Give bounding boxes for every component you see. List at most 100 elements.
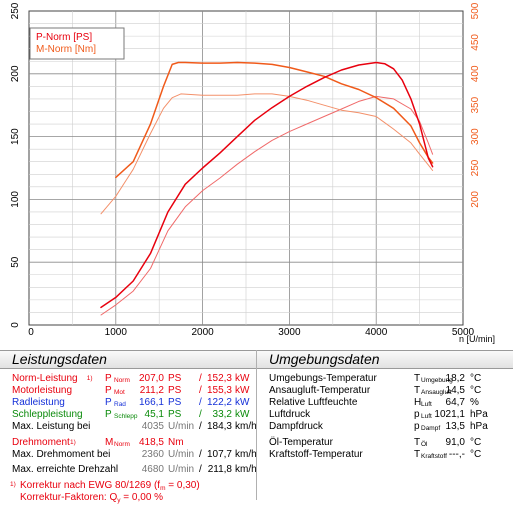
performance-row: Max. Drehmoment bei 2360 U/min / 107,7 km/h <box>0 449 257 461</box>
separator: / <box>199 449 202 460</box>
row-label: Radleistung <box>12 397 65 408</box>
ambient-label: Relative Luftfeuchte <box>269 397 358 408</box>
x-tick-label: 4000 <box>365 327 388 338</box>
value-secondary: 152,3 <box>206 373 232 384</box>
left-tick-label: 250 <box>10 2 21 19</box>
ambient-row: Kraftstoff-Temperatur T Kraftstoff ---,- °C <box>257 449 513 461</box>
unit-secondary: km/h <box>235 421 257 432</box>
left-tick-label: 150 <box>10 128 21 145</box>
footnote-marker-wrap: 1) <box>70 437 76 451</box>
value-primary: 4035 <box>141 421 164 432</box>
unit-primary: U/min <box>168 464 195 475</box>
separator: / <box>199 397 202 408</box>
series-line-torque-reference <box>100 93 434 215</box>
ambient-unit: °C <box>470 437 482 448</box>
ambient-value: 64,7 <box>445 397 465 408</box>
left-tick-label: 200 <box>10 65 21 82</box>
performance-row: Norm-Leistung 1) P Norm 207,0 PS / 152,3 kW <box>0 373 256 385</box>
unit-primary: U/min <box>168 449 195 460</box>
unit-primary: Nm <box>168 437 184 448</box>
right-tick-label: 300 <box>470 128 481 145</box>
legend-entry-power: P-Norm [PS] <box>36 32 92 43</box>
value-primary: 4680 <box>141 464 164 475</box>
ambient-label: Luftdruck <box>269 409 311 420</box>
ambient-row: Ansaugluft-Temperatur T Ansaugluft 14,5 °C <box>257 385 513 397</box>
footnote-marker: 1) <box>86 375 93 382</box>
ambient-row: Relative Luftfeuchte H Luft 64,7% <box>257 397 513 409</box>
right-tick-label: 250 <box>470 159 481 176</box>
symbol: P <box>105 385 112 396</box>
left-tick-label: 50 <box>10 256 21 268</box>
row-label: Norm-Leistung <box>12 373 78 384</box>
series-line-power-reference <box>100 95 434 316</box>
unit-secondary: kW <box>235 409 250 420</box>
symbol: P <box>105 409 112 420</box>
footnote-line1-sub: m <box>160 485 166 492</box>
unit-primary: PS <box>168 373 182 384</box>
left-tick-label: 0 <box>10 322 21 328</box>
unit-primary: PS <box>168 397 182 408</box>
x-axis-label: n [U/min] <box>459 334 495 344</box>
correction-factors: Korrektur-Faktoren: Qy = 0,00 % <box>0 492 256 504</box>
row-label: Schleppleistung <box>12 409 83 420</box>
x-tick-label: 2000 <box>191 327 214 338</box>
symbol-subscript: Rad <box>114 401 126 408</box>
footnote-line1-end: = 0,30) <box>165 480 200 491</box>
footnote-marker-wrap: 1) <box>87 373 93 387</box>
performance-row: Motorleistung P Mot 211,2 PS / 155,3 kW <box>0 385 256 397</box>
ambient-symbol-subscript: Luft <box>421 413 432 420</box>
symbol-subscript: Norm <box>114 377 130 384</box>
value-primary: 2360 <box>141 449 164 460</box>
ambient-unit: % <box>470 397 479 408</box>
value-secondary: 155,3 <box>206 385 232 396</box>
ambient-unit: °C <box>470 449 482 460</box>
symbol: P <box>105 397 112 408</box>
ambient-symbol: T <box>414 373 421 384</box>
x-tick-label: 5000 <box>452 327 475 338</box>
performance-row: Max. erreichte Drehzahl 4680 U/min / 211,8 km… <box>0 464 257 476</box>
ambient-unit: °C <box>470 385 482 396</box>
unit-secondary: kW <box>235 373 250 384</box>
value-secondary: 211,8 <box>207 464 232 475</box>
ambient-symbol: T <box>414 385 421 396</box>
symbol: M <box>105 437 114 448</box>
legend: P-Norm [PS] M-Norm [Nm] <box>29 27 125 60</box>
separator: / <box>199 421 202 432</box>
right-tick-label: 200 <box>470 191 481 208</box>
ambient-symbol-subscript: Öl <box>421 441 428 448</box>
ambient-row: Öl-Temperatur T Öl 91,0 °C <box>257 437 513 449</box>
ambient-symbol: p <box>414 409 420 420</box>
performance-row: Drehmoment 1) M Norm 418,5 Nm <box>0 437 256 449</box>
x-axis-ticks: 0 1000 2000 3000 4000 5000 <box>28 327 474 338</box>
ambient-symbol-subscript: Umgebung <box>421 377 453 384</box>
left-axis-ticks: 0 50 100 150 200 250 <box>10 2 21 328</box>
symbol-subscript: Schlepp <box>114 413 138 420</box>
ambient-data-title: Umgebungsdaten <box>257 350 513 369</box>
x-tick-label: 0 <box>28 327 34 338</box>
right-tick-label: 350 <box>470 96 481 113</box>
ambient-symbol-subscript: Dampf <box>421 425 441 432</box>
symbol-subscript: Norm <box>114 441 130 448</box>
series-line-power <box>100 61 434 309</box>
performance-row: Schleppleistung P Schlepp 45,1 PS / 33,2 kW <box>0 409 256 421</box>
ambient-unit: °C <box>470 373 482 384</box>
separator: / <box>199 385 202 396</box>
ambient-unit: hPa <box>470 409 488 420</box>
chart-grid <box>28 10 464 326</box>
dyno-chart: 0 50 100 150 200 250 200 250 300 350 400 450 500 0 1… <box>10 2 495 344</box>
ambient-data-panel: Umgebungsdaten Umgebungs-Temperatur T Umge… <box>256 350 513 500</box>
value-secondary: 33,2 <box>212 409 232 420</box>
unit-primary: U/min <box>168 421 195 432</box>
ambient-symbol: T <box>414 449 421 460</box>
ambient-label: Ansaugluft-Temperatur <box>269 385 371 396</box>
value-secondary: 107,7 <box>206 449 232 460</box>
ambient-row: Luftdruck p Luft 1021,1 hPa <box>257 409 513 421</box>
footnote-line2-end: = 0,00 % <box>120 492 164 503</box>
ambient-unit: hPa <box>470 421 488 432</box>
ambient-value: 14,5 <box>445 385 465 396</box>
right-tick-label: 500 <box>470 2 481 19</box>
ambient-label: Öl-Temperatur <box>269 437 333 448</box>
unit-primary: PS <box>168 409 182 420</box>
performance-row: Radleistung P Rad 166,1 PS / 122,2 kW <box>0 397 256 409</box>
row-label: Max. Drehmoment bei <box>12 449 111 460</box>
